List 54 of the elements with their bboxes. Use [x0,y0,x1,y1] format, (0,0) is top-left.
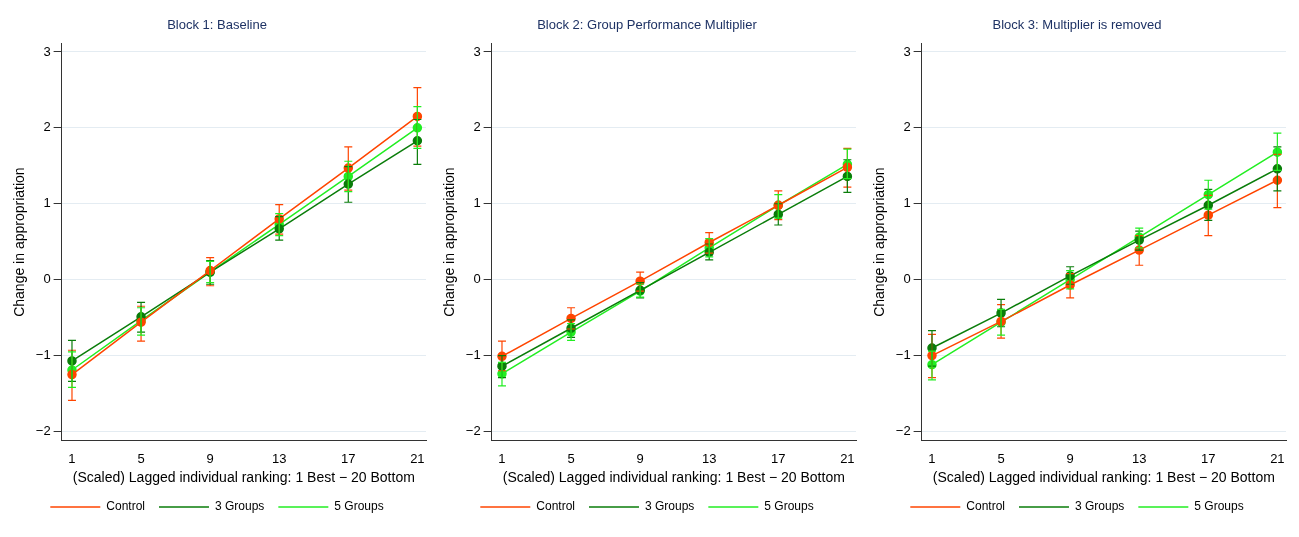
x-tick-label: 21 [1270,450,1285,466]
y-tick-label: 3 [473,43,481,59]
legend-label: 5 Groups [334,499,384,514]
y-tick-label: 1 [473,195,481,211]
x-tick-label: 5 [137,450,145,466]
y-tick-label: 1 [43,195,51,211]
legend-label: 3 Groups [1074,499,1125,514]
y-axis-title: Change in appropriation [871,167,888,317]
x-tick-label: 5 [567,450,575,466]
x-tick-label: 21 [410,450,425,466]
y-tick-label: 3 [43,43,51,59]
chart-title: Block 2: Group Performance Multiplier [537,17,758,33]
y-tick-label: 2 [473,119,481,135]
y-axis-title: Change in appropriation [441,167,458,317]
x-tick-label: 17 [341,450,356,466]
y-tick-label: 0 [903,271,911,287]
x-axis-title: (Scaled) Lagged individual ranking: 1 Best − 20 Bottom [502,469,845,486]
x-tick-label: 13 [701,450,717,466]
legend-label: 5 Groups [1194,499,1244,514]
x-axis-title: (Scaled) Lagged individual ranking: 1 Best − 20 Bottom [932,469,1275,486]
legend-label: 5 Groups [764,499,814,514]
y-tick-label: 2 [903,119,911,135]
x-tick-label: 1 [498,450,506,466]
y-tick-label: −2 [895,423,911,439]
legend-label: 3 Groups [644,499,695,514]
x-tick-label: 9 [1066,450,1074,466]
x-tick-label: 1 [68,450,76,466]
y-tick-label: −2 [35,423,51,439]
x-axis-title: (Scaled) Lagged individual ranking: 1 Best − 20 Bottom [72,469,415,486]
y-axis-title: Change in appropriation [11,167,28,317]
x-tick-label: 9 [206,450,214,466]
x-tick-label: 9 [636,450,644,466]
chart-title: Block 1: Baseline [167,17,267,33]
x-tick-label: 5 [997,450,1005,466]
x-tick-label: 13 [271,450,287,466]
chart-title: Block 3: Multiplier is removed [992,17,1162,33]
legend-label: 3 Groups [214,499,265,514]
y-tick-label: 0 [473,271,481,287]
x-tick-label: 21 [840,450,855,466]
y-tick-label: −1 [465,347,481,363]
x-tick-label: 13 [1131,450,1147,466]
legend-label: Control [106,499,145,514]
x-tick-label: 17 [771,450,786,466]
y-tick-label: −2 [465,423,481,439]
y-tick-label: −1 [895,347,911,363]
x-tick-label: 17 [1201,450,1216,466]
x-tick-label: 1 [928,450,936,466]
legend-label: Control [966,499,1005,514]
y-tick-label: −1 [35,347,51,363]
y-tick-label: 3 [903,43,911,59]
y-tick-label: 0 [43,271,51,287]
y-tick-label: 1 [903,195,911,211]
legend-label: Control [536,499,575,514]
y-tick-label: 2 [43,119,51,135]
